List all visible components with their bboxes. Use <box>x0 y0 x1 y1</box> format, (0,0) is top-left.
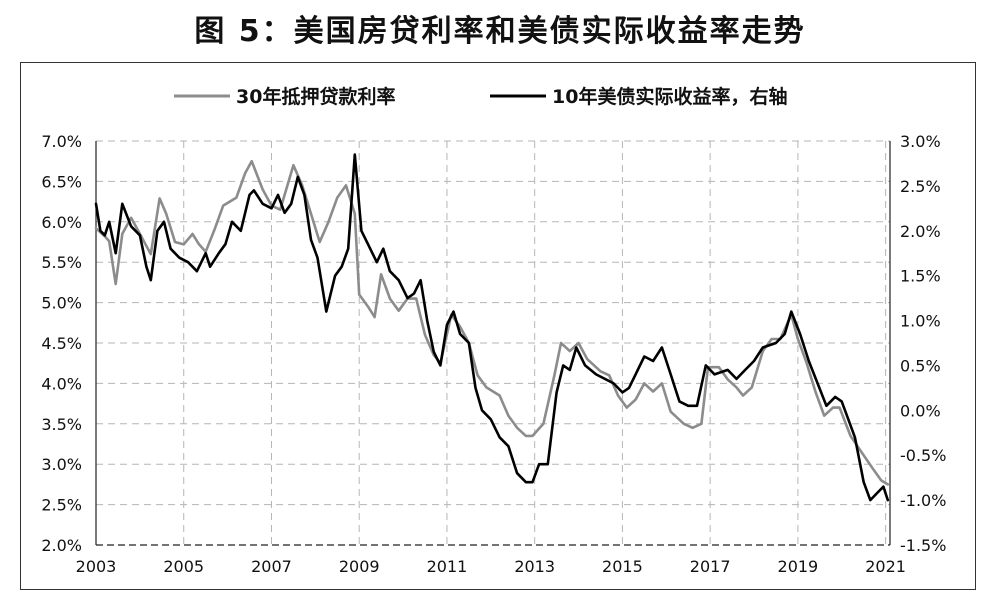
chart-frame <box>20 62 976 590</box>
x-tick-label: 2005 <box>163 557 204 576</box>
x-tick-label: 2009 <box>339 557 380 576</box>
x-tick-label: 2017 <box>690 557 731 576</box>
right-tick-label: -1.5% <box>900 536 946 555</box>
x-tick-label: 2019 <box>778 557 819 576</box>
left-tick-label: 2.5% <box>41 496 82 515</box>
right-tick-label: -1.0% <box>900 491 946 510</box>
left-tick-label: 4.5% <box>41 334 82 353</box>
left-tick-label: 3.5% <box>41 415 82 434</box>
right-tick-label: 2.5% <box>900 177 941 196</box>
real-yield-line <box>94 153 890 502</box>
x-tick-label: 2013 <box>514 557 555 576</box>
left-tick-label: 6.0% <box>41 213 82 232</box>
legend-label-2: 10年美债实际收益率，右轴 <box>552 85 787 108</box>
right-tick-label: 1.5% <box>900 267 941 286</box>
legend-label-1: 30年抵押贷款利率 <box>236 85 395 108</box>
right-tick-label: 0.5% <box>900 356 941 375</box>
right-tick-label: -0.5% <box>900 446 946 465</box>
left-tick-label: 5.0% <box>41 294 82 313</box>
left-tick-label: 3.0% <box>41 455 82 474</box>
mortgage-rate-line <box>94 159 890 486</box>
x-tick-label: 2015 <box>602 557 643 576</box>
right-tick-label: 2.0% <box>900 222 941 241</box>
left-tick-label: 4.0% <box>41 374 82 393</box>
right-tick-label: 3.0% <box>900 132 941 151</box>
x-tick-label: 2021 <box>865 557 906 576</box>
left-tick-label: 6.5% <box>41 172 82 191</box>
right-tick-label: 1.0% <box>900 312 941 331</box>
x-tick-label: 2007 <box>251 557 292 576</box>
right-tick-label: 0.0% <box>900 401 941 420</box>
x-tick-label: 2011 <box>427 557 468 576</box>
chart-title: 图 5：美国房贷利率和美债实际收益率走势 <box>194 14 806 49</box>
left-tick-label: 2.0% <box>41 536 82 555</box>
left-tick-label: 5.5% <box>41 253 82 272</box>
x-tick-label: 2003 <box>76 557 117 576</box>
left-tick-label: 7.0% <box>41 132 82 151</box>
